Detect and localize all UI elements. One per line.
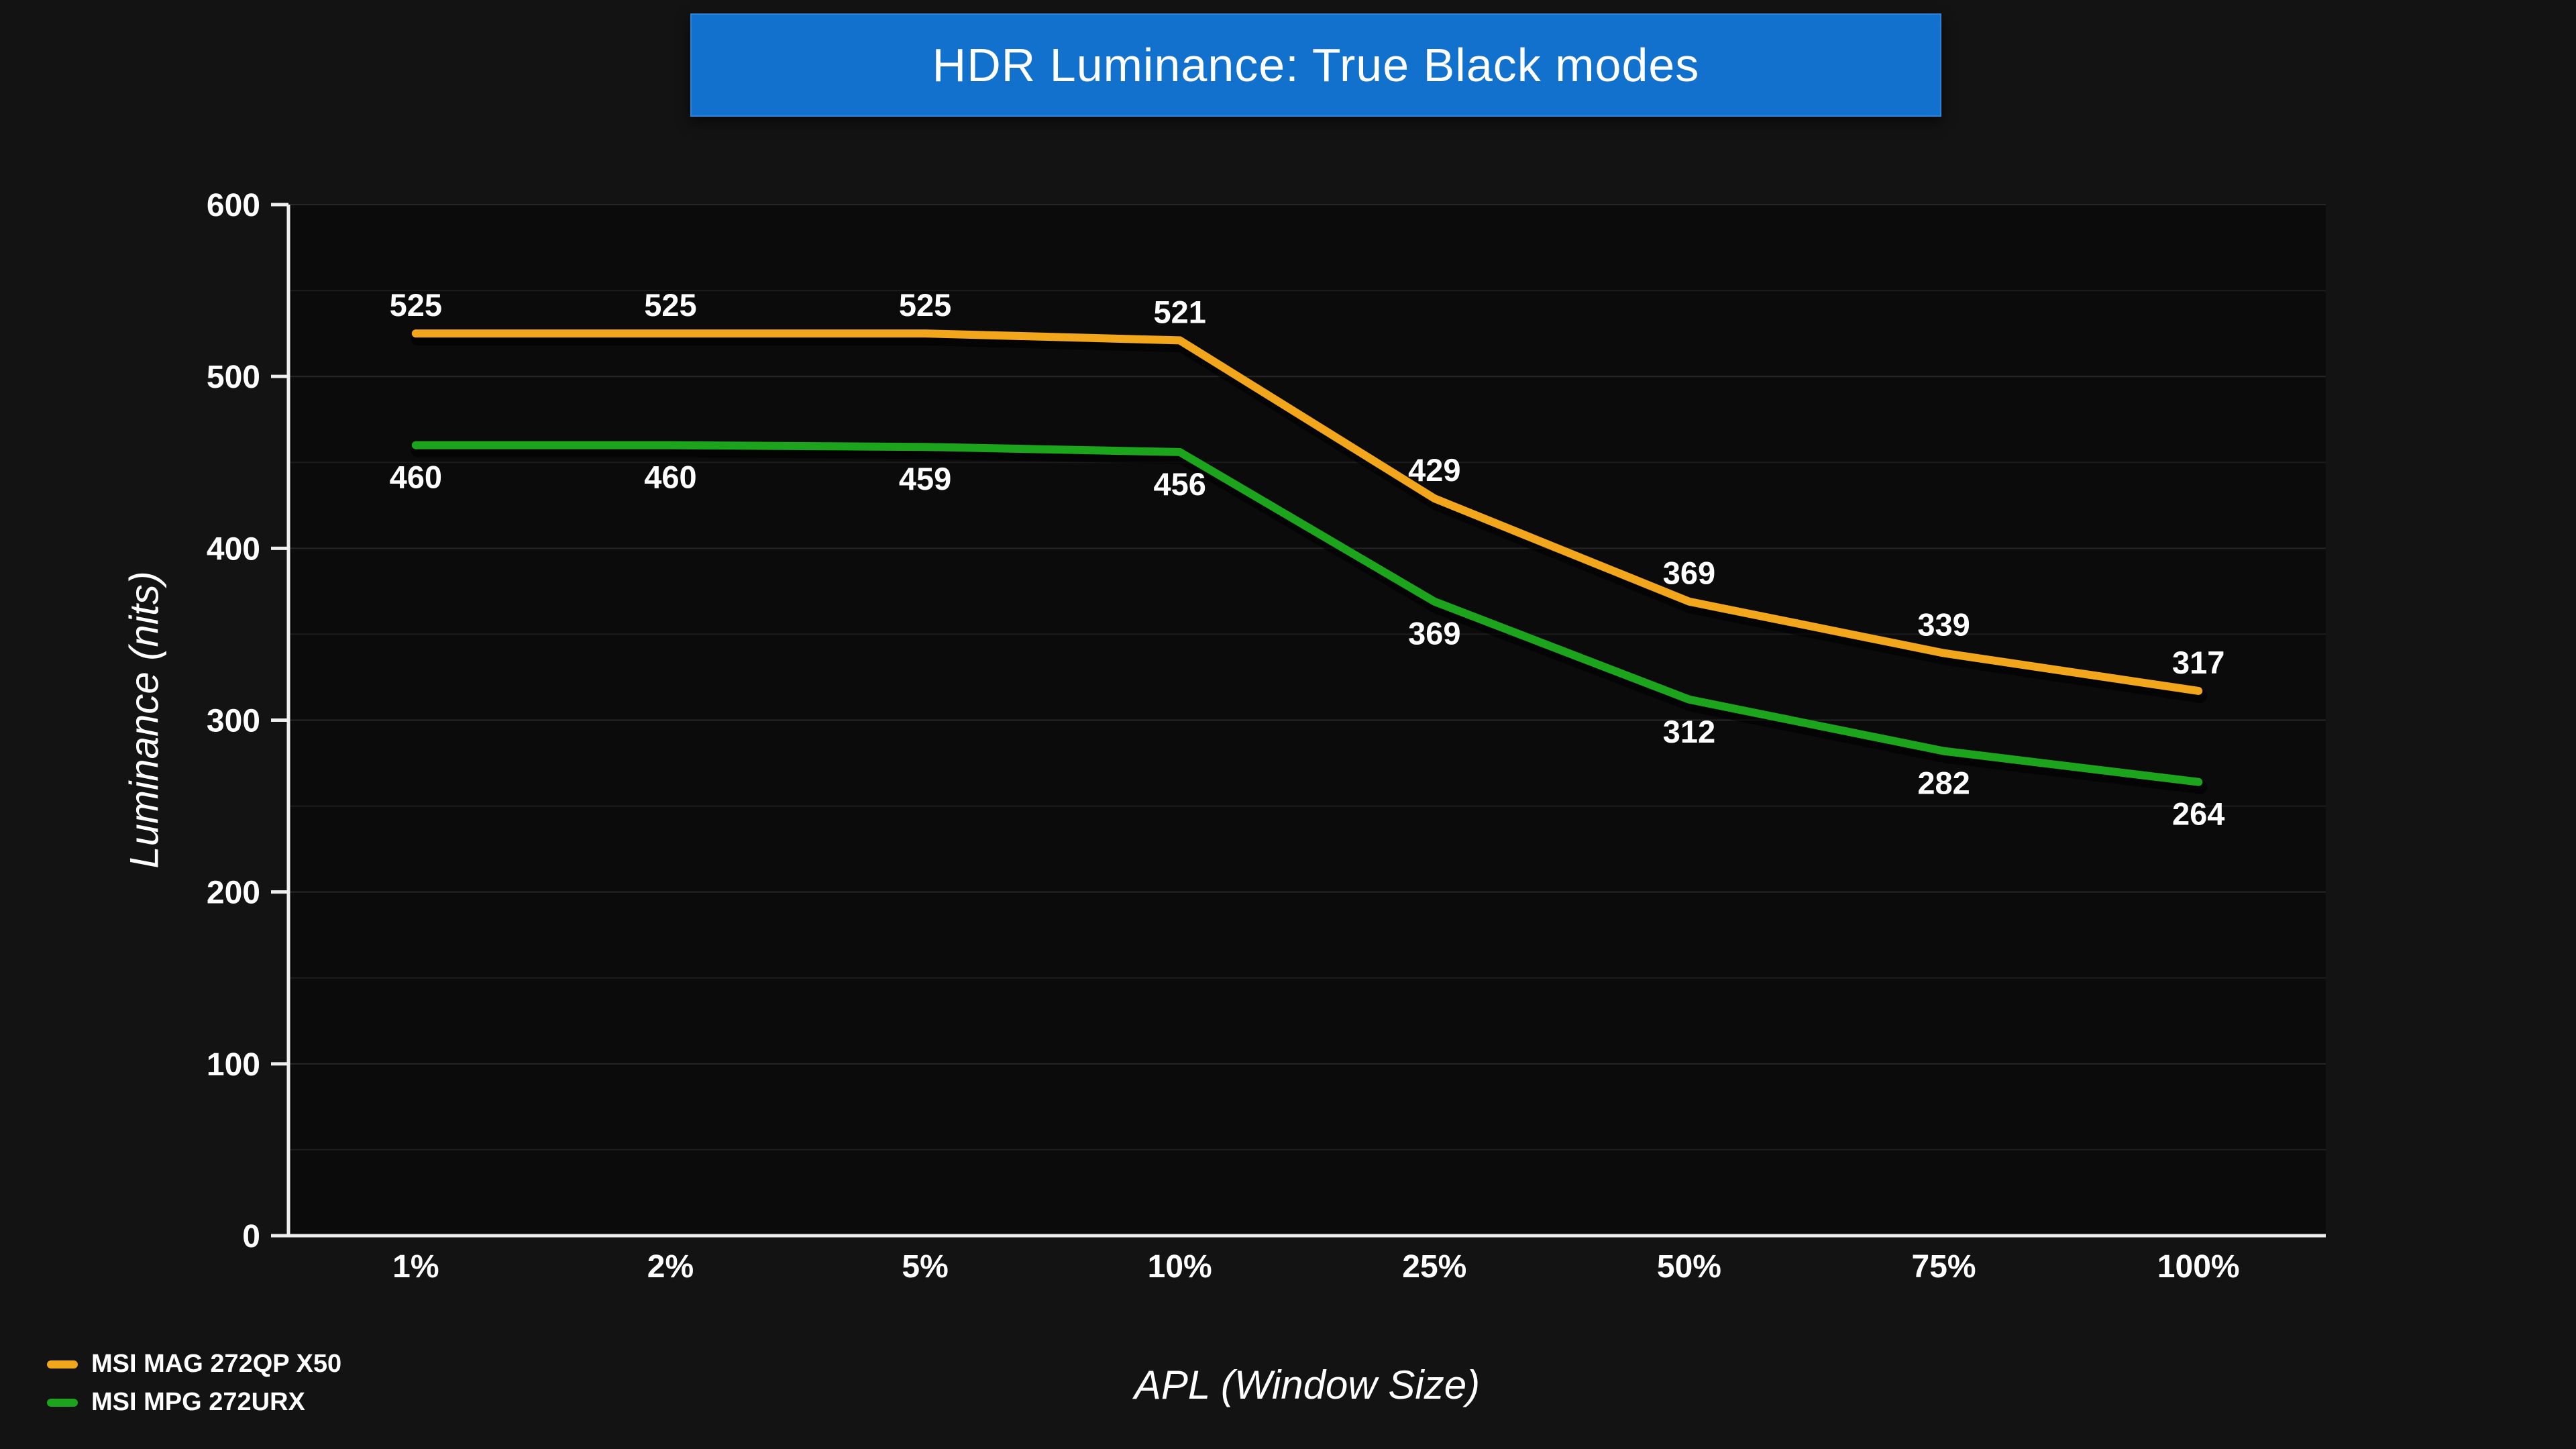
svg-text:5%: 5% [902, 1249, 948, 1285]
svg-text:600: 600 [207, 188, 260, 223]
chart-title: HDR Luminance: True Black modes [932, 39, 1700, 91]
svg-text:369: 369 [1408, 616, 1460, 651]
svg-text:521: 521 [1153, 294, 1205, 329]
legend-swatch-green [47, 1398, 78, 1407]
svg-text:459: 459 [899, 461, 951, 496]
legend: MSI MAG 272QP X50 MSI MPG 272URX [47, 1350, 341, 1417]
svg-text:500: 500 [207, 360, 260, 395]
legend-label: MSI MAG 272QP X50 [91, 1350, 342, 1378]
svg-text:2%: 2% [647, 1249, 694, 1285]
svg-text:25%: 25% [1402, 1249, 1466, 1285]
svg-text:525: 525 [644, 287, 696, 323]
svg-text:100%: 100% [2157, 1249, 2240, 1285]
svg-text:339: 339 [1917, 607, 1970, 643]
svg-text:525: 525 [899, 287, 951, 323]
y-axis-title: Luminance (nits) [121, 571, 167, 869]
svg-text:282: 282 [1917, 765, 1970, 801]
svg-text:460: 460 [644, 460, 696, 495]
svg-text:0: 0 [242, 1219, 260, 1254]
svg-text:460: 460 [390, 460, 442, 495]
svg-text:10%: 10% [1148, 1249, 1212, 1285]
svg-text:456: 456 [1153, 466, 1205, 502]
svg-text:429: 429 [1408, 452, 1460, 488]
svg-text:369: 369 [1663, 555, 1715, 591]
svg-text:300: 300 [207, 704, 260, 739]
svg-text:1%: 1% [392, 1249, 439, 1285]
svg-text:312: 312 [1663, 714, 1715, 749]
svg-text:317: 317 [2172, 645, 2224, 680]
legend-item-mag-272qp-x50: MSI MAG 272QP X50 [47, 1350, 341, 1379]
svg-text:400: 400 [207, 531, 260, 567]
svg-text:525: 525 [390, 287, 442, 323]
svg-text:50%: 50% [1657, 1249, 1721, 1285]
svg-text:200: 200 [207, 875, 260, 911]
x-axis-title: APL (Window Size) [1134, 1362, 1481, 1407]
svg-text:264: 264 [2172, 796, 2224, 832]
legend-swatch-orange [47, 1360, 78, 1368]
legend-item-mpg-272urx: MSI MPG 272URX [47, 1388, 341, 1417]
svg-text:100: 100 [207, 1047, 260, 1083]
svg-text:75%: 75% [1912, 1249, 1976, 1285]
chart-title-banner: HDR Luminance: True Black modes [690, 13, 1941, 117]
legend-label: MSI MPG 272URX [91, 1388, 305, 1416]
